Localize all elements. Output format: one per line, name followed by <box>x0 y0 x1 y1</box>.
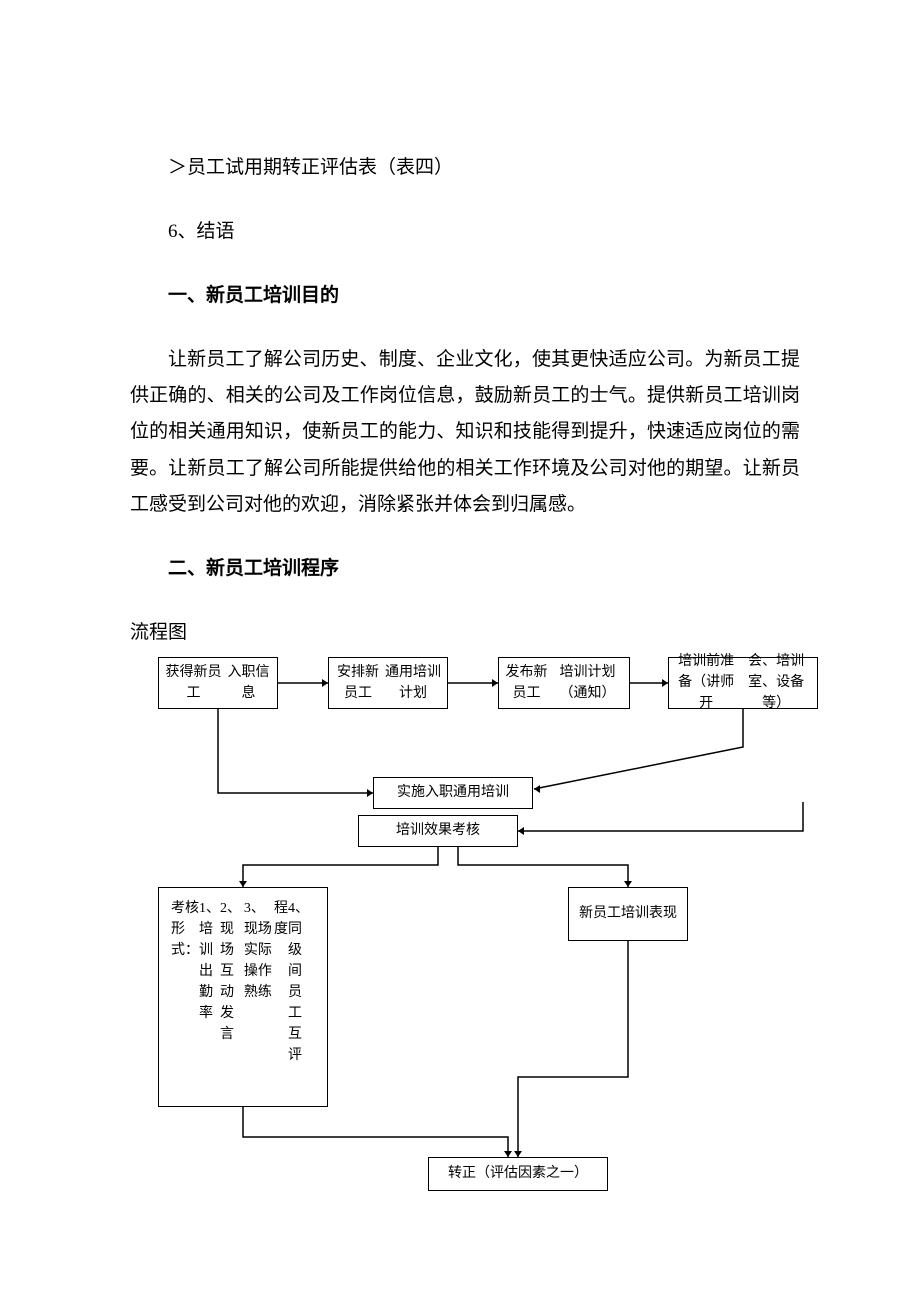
flow-arrow-a5 <box>218 709 373 793</box>
flow-node-n3: 发布新员工培训计划（通知） <box>498 657 630 709</box>
flow-node-n9: 转正（评估因素之一） <box>428 1157 608 1191</box>
heading-procedure: 二、新员工培训程序 <box>130 551 800 587</box>
document-page: ＞员工试用期转正评估表（表四） 6、结语 一、新员工培训目的 让新员工了解公司历… <box>0 0 920 1297</box>
flow-arrow-a6 <box>243 847 438 887</box>
flow-arrow-a7 <box>458 847 628 887</box>
flowchart: 获得新员工入职信息安排新员工通用培训计划发布新员工培训计划（通知） 培训前准备（讲… <box>138 657 818 1217</box>
flow-node-n6: 培训效果考核 <box>358 815 518 847</box>
flowchart-label: 流程图 <box>130 615 800 651</box>
flow-node-n2: 安排新员工通用培训计划 <box>328 657 448 709</box>
flow-arrow-a10 <box>243 1107 508 1157</box>
flow-node-n8: 新员工培训表现 <box>568 887 688 941</box>
flow-node-n7: 考核形式：1、培训出勤率2、现场互动发言3、现场实际操作熟练程度4、同级间员工互… <box>158 887 328 1107</box>
flow-arrow-a4 <box>534 709 743 789</box>
list-item-appendix: ＞员工试用期转正评估表（表四） <box>130 150 800 186</box>
heading-purpose: 一、新员工培训目的 <box>130 278 800 314</box>
list-item-conclusion: 6、结语 <box>130 214 800 250</box>
flow-arrow-a9 <box>518 941 628 1157</box>
flow-node-n1: 获得新员工入职信息 <box>158 657 278 709</box>
flow-node-n4: 培训前准备（讲师开会、培训室、设备等） <box>668 657 818 709</box>
paragraph-purpose: 让新员工了解公司历史、制度、企业文化，使其更快适应公司。为新员工提供正确的、相关… <box>130 342 800 522</box>
flow-arrow-a8 <box>518 802 803 831</box>
flow-node-n5: 实施入职通用培训 <box>373 777 533 809</box>
